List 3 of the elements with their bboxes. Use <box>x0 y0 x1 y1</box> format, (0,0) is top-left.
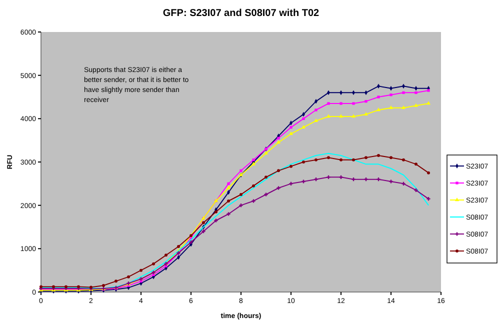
point <box>427 89 430 92</box>
chart-title: GFP: S23I07 and S08I07 with T02 <box>162 8 320 19</box>
point <box>426 197 430 201</box>
